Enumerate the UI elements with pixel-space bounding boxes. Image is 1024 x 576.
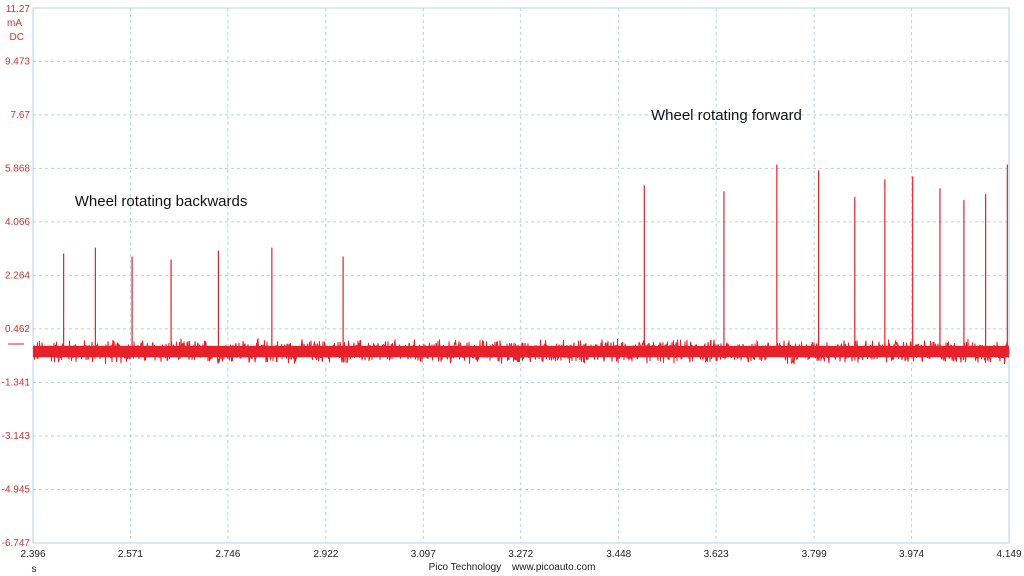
x-tick-label: 2.571 [118, 549, 143, 560]
x-axis-ticks: 2.396 2.571 2.746 2.922 3.097 3.272 3.448 3.623… [20, 549, 1021, 560]
y-tick-label: 7.67 [11, 110, 31, 121]
footer-website: www.picoauto.com [512, 562, 596, 573]
x-tick-label: 3.272 [508, 549, 533, 560]
y-tick-label: 5.868 [5, 163, 30, 174]
y-tick-label: 11.27 [6, 4, 31, 15]
y-tick-label: 4.066 [5, 217, 30, 228]
y-tick-label: -1.341 [2, 377, 31, 388]
x-tick-label: 3.623 [704, 549, 729, 560]
annotations: Wheel rotating backwards Wheel rotating f… [75, 107, 802, 210]
annotation-label: Wheel rotating forward [651, 107, 802, 124]
x-tick-label: 3.799 [802, 549, 827, 560]
grid [32, 7, 1010, 544]
x-tick-label: 2.922 [313, 549, 338, 560]
footer-brand: Pico Technology [428, 562, 502, 573]
x-tick-label: 4.149 [996, 549, 1021, 560]
x-tick-label: 2.746 [215, 549, 240, 560]
y-tick-label: 2.264 [5, 270, 30, 281]
y-tick-label: 9.473 [5, 56, 30, 67]
x-unit-label: s [32, 564, 37, 575]
x-tick-label: 2.396 [20, 549, 45, 560]
y-axis-ticks: 11.27 9.473 7.67 5.868 4.066 2.264 0.462 -1.341… [2, 4, 31, 549]
y-tick-label: -6.747 [2, 538, 31, 549]
x-tick-label: 3.974 [899, 549, 924, 560]
noise-band [33, 345, 1009, 358]
y-tick-label: -4.945 [2, 484, 31, 495]
y-unit-label: mA [7, 18, 22, 29]
x-tick-label: 3.448 [606, 549, 631, 560]
y-coupling-label: DC [10, 32, 24, 43]
footer: Pico Technology www.picoauto.com [0, 562, 1024, 573]
y-tick-label: 0.462 [5, 324, 30, 335]
annotation-label: Wheel rotating backwards [75, 193, 248, 210]
y-tick-label: -3.143 [2, 431, 31, 442]
signal-trace [32, 164, 1010, 365]
x-tick-label: 3.097 [411, 549, 436, 560]
